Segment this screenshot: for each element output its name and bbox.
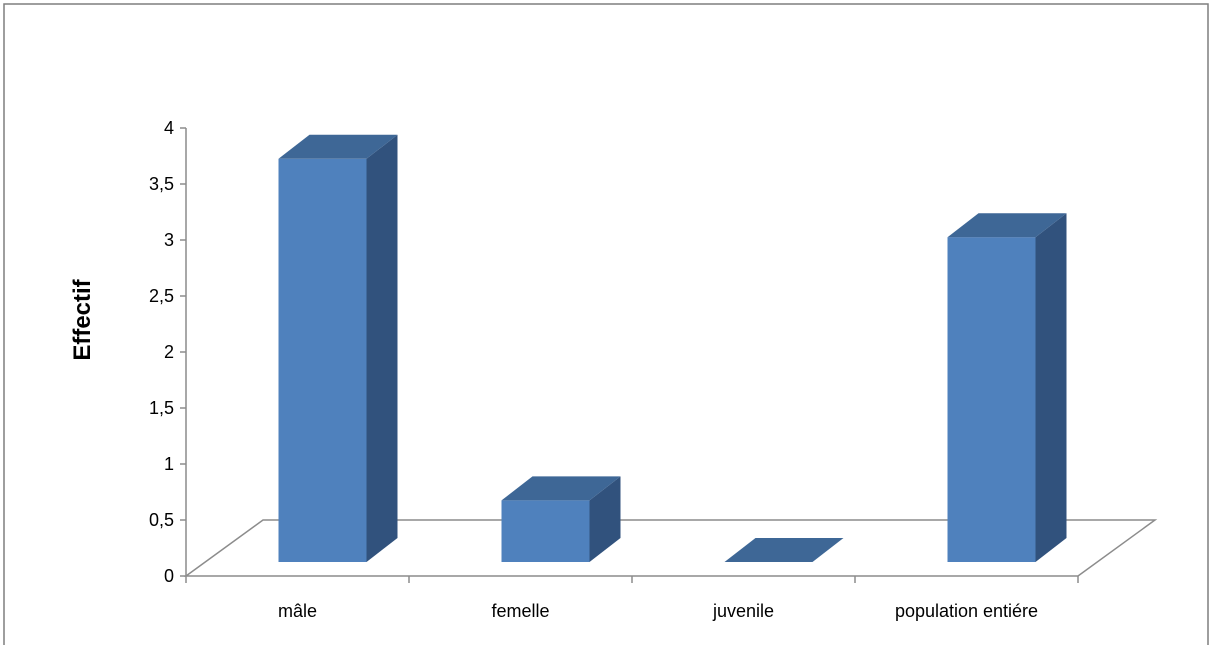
bar-side [366,134,398,563]
bar-side [1035,213,1067,562]
bar-top [278,134,398,159]
bar [724,538,844,562]
x-category-label: population entiére [895,601,1038,621]
bar-front [278,158,367,563]
chart-border [3,3,1209,645]
bar-top [947,213,1067,238]
y-axis-title: Effectif [69,278,96,360]
bar [278,134,398,563]
x-category-label: juvenile [712,601,774,621]
bar-side [589,476,621,562]
y-tick-label: 0 [164,566,174,586]
bar [947,213,1067,562]
bar-front [947,237,1036,562]
bar [501,476,621,562]
chart-floor [183,519,1158,577]
x-category-label: femelle [491,601,549,621]
y-tick-label: 3 [164,230,174,250]
y-tick-label: 1,5 [149,398,174,418]
y-tick-label: 0,5 [149,510,174,530]
y-tick-label: 4 [164,118,174,138]
bar-front [501,500,590,562]
bar-top [501,476,621,501]
y-tick-label: 2 [164,342,174,362]
x-category-label: mâle [278,601,317,621]
bar-top [724,538,844,562]
y-tick-label: 1 [164,454,174,474]
y-tick-label: 3,5 [149,174,174,194]
y-tick-label: 2,5 [149,286,174,306]
